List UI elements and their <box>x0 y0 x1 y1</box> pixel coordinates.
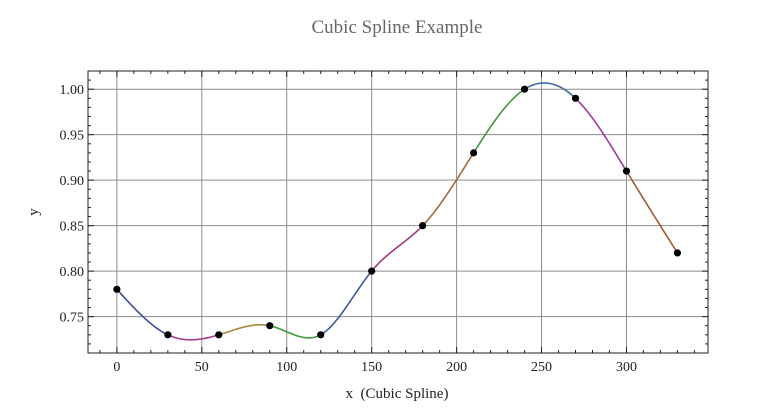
spline-segment <box>116 288 169 336</box>
spline-segment <box>371 225 424 272</box>
x-axis-label: x (Cubic Spline) <box>346 386 449 402</box>
y-tick-label: 0.85 <box>60 220 85 235</box>
data-point <box>673 249 682 257</box>
x-tick-label: 200 <box>446 360 467 375</box>
tick-marks <box>88 71 708 353</box>
spline-segment <box>218 323 270 336</box>
data-point <box>215 331 223 339</box>
grid <box>88 71 708 353</box>
spline-segment <box>472 88 525 154</box>
spline-segment <box>422 152 475 227</box>
spline-segment <box>320 270 373 336</box>
y-tick-label: 0.95 <box>60 129 85 144</box>
y-tick-label: 0.80 <box>60 265 85 280</box>
spline-segment <box>574 97 628 172</box>
y-tick-label: 0.90 <box>60 174 85 189</box>
spline-segment <box>625 170 679 254</box>
x-tick-label: 0 <box>113 360 120 375</box>
chart-title: Cubic Spline Example <box>312 17 483 38</box>
data-points <box>113 85 682 339</box>
data-point <box>368 267 376 275</box>
data-point <box>317 331 325 339</box>
spline-segment <box>524 82 577 99</box>
y-axis-label: y <box>26 208 42 216</box>
plot-frame <box>87 70 709 354</box>
data-point <box>266 322 274 330</box>
x-tick-label: 100 <box>276 360 297 375</box>
x-tick-label: 300 <box>616 360 637 375</box>
y-tick-labels: 0.75 0.80 0.85 0.90 0.95 1.00 <box>60 83 85 325</box>
data-point <box>622 167 631 175</box>
x-tick-label: 50 <box>195 360 209 375</box>
x-tick-label: 150 <box>361 360 382 375</box>
y-tick-label: 1.00 <box>60 83 85 98</box>
y-tick-label: 0.75 <box>60 311 85 326</box>
data-point <box>520 85 529 93</box>
data-point <box>113 285 121 293</box>
spline-segment <box>269 324 322 339</box>
x-tick-labels: 0 50 100 150 200 250 300 <box>113 360 637 375</box>
spline-segment <box>167 334 220 341</box>
data-point <box>164 331 172 339</box>
data-point <box>571 94 580 102</box>
data-point <box>419 222 427 230</box>
data-point <box>469 149 478 157</box>
x-tick-label: 250 <box>531 360 552 375</box>
spline-curve <box>116 82 679 341</box>
